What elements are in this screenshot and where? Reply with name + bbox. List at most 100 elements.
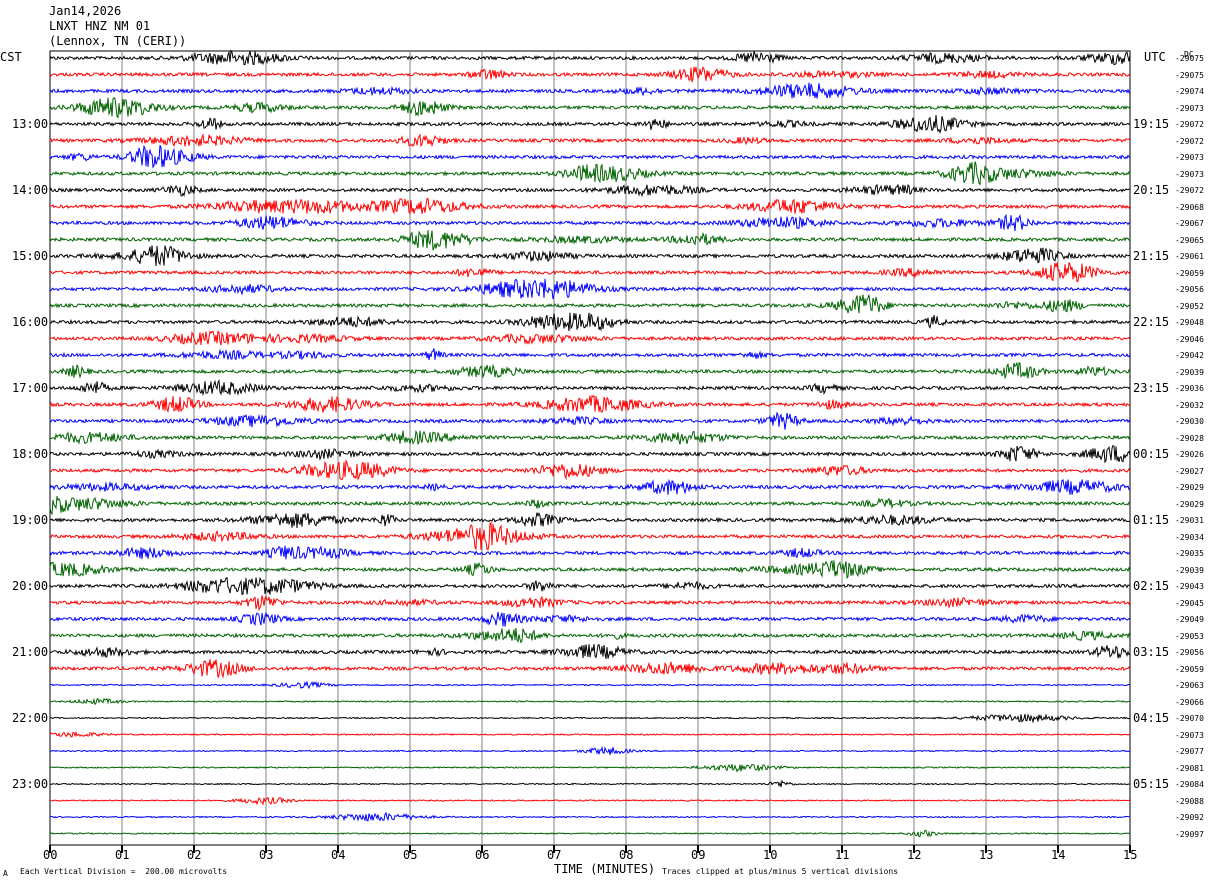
trace-blue (49, 545, 1131, 560)
dc-offset-label: -29063 (1175, 681, 1204, 690)
x-tick-label: 14 (1051, 848, 1066, 862)
left-hour-label: 16:00 (12, 315, 49, 329)
right-hour-label: 00:15 (1133, 447, 1170, 461)
left-hour-label: 20:00 (12, 579, 49, 593)
x-tick-label: 03 (259, 848, 274, 862)
dc-offset-label: -29088 (1175, 796, 1204, 806)
dc-offset-label: -29048 (1175, 318, 1204, 327)
dc-offset-label: -29066 (1175, 697, 1204, 707)
dc-offset-label: -29072 (1175, 136, 1204, 146)
dc-offset-label: -29026 (1175, 450, 1204, 459)
plot-date: Jan14,2026 (49, 4, 122, 18)
dc-offset-label: -29045 (1175, 598, 1204, 608)
trace-blue (49, 348, 1131, 361)
x-tick-label: 11 (835, 848, 850, 862)
left-hour-label: 17:00 (12, 381, 49, 395)
dc-offset-label: -29074 (1175, 87, 1204, 96)
trace-blue (49, 680, 1131, 690)
trace-black (49, 444, 1131, 464)
trace-green (49, 763, 1131, 773)
dc-offset-label: -29061 (1175, 252, 1204, 261)
left-hour-label: 23:00 (12, 777, 49, 791)
dc-offset-label: -29067 (1175, 219, 1204, 228)
dc-offset-label: -29049 (1175, 615, 1204, 624)
dc-offset-label: -29035 (1175, 549, 1204, 558)
x-axis-title: TIME (MINUTES) (554, 862, 656, 876)
trace-green (49, 697, 1131, 706)
x-tick-label: 10 (763, 848, 778, 862)
left-hour-label: 21:00 (12, 645, 49, 659)
dc-offset-label: -29073 (1175, 730, 1204, 740)
dc-offset-label: -29046 (1175, 334, 1204, 344)
dc-offset-label: -29053 (1175, 631, 1204, 641)
dc-offset-label: -29039 (1175, 367, 1204, 377)
trace-green (49, 97, 1131, 119)
dc-offset-label: -29059 (1175, 268, 1204, 278)
x-tick-label: 05 (403, 848, 418, 862)
trace-red (49, 730, 1131, 738)
trace-green (49, 362, 1131, 380)
trace-black (49, 511, 1131, 528)
x-tick-label: 04 (331, 848, 346, 862)
dc-offset-label: -29081 (1175, 763, 1204, 773)
station-code: LNXT HNZ NM 01 (49, 19, 151, 33)
trace-black (49, 49, 1131, 66)
plot-frame (49, 50, 1131, 846)
trace-black (49, 576, 1131, 595)
x-tick-label: 09 (691, 848, 706, 862)
x-tick-label: 07 (547, 848, 562, 862)
trace-blue (49, 82, 1131, 99)
trace-red (49, 659, 1131, 679)
trace-blue (49, 411, 1131, 430)
left-hour-label: 18:00 (12, 447, 49, 461)
dc-offset-label: -29056 (1175, 285, 1204, 294)
trace-green (49, 230, 1131, 251)
trace-red (49, 459, 1131, 481)
trace-black (49, 184, 1131, 198)
trace-red (49, 330, 1131, 346)
trace-red (49, 395, 1131, 413)
dc-offset-label: -29073 (1175, 153, 1204, 162)
trace-green (49, 294, 1131, 314)
trace-black (49, 114, 1131, 134)
dc-offset-label: -29030 (1175, 417, 1204, 426)
dc-offset-label: -29068 (1175, 202, 1204, 212)
trace-red (49, 133, 1131, 148)
dc-offset-label: -29075 (1175, 54, 1204, 63)
left-hour-label: 13:00 (12, 117, 49, 131)
trace-red (49, 796, 1131, 806)
trace-blue (49, 478, 1131, 495)
left-timezone-label: CST (0, 50, 22, 64)
dc-offset-label: -29070 (1175, 714, 1204, 723)
dc-offset-label: -29077 (1175, 747, 1204, 756)
right-hour-label: 19:15 (1133, 117, 1170, 131)
right-hour-label: 02:15 (1133, 579, 1170, 593)
trace-red (49, 197, 1131, 216)
trace-blue (49, 611, 1131, 627)
dc-offset-label: -29042 (1175, 351, 1204, 360)
corner-mark: A (3, 869, 8, 878)
x-tick-label: 02 (187, 848, 202, 862)
dc-offset-label: -29034 (1175, 532, 1204, 542)
dc-offset-label: -29032 (1175, 400, 1204, 410)
right-hour-label: 23:15 (1133, 381, 1170, 395)
dc-offset-label: -29043 (1175, 582, 1204, 591)
right-hour-label: 03:15 (1133, 645, 1170, 659)
station-location: (Lennox, TN (CERI)) (49, 34, 187, 48)
right-hour-label: 21:15 (1133, 249, 1170, 263)
dc-offset-label: -29027 (1175, 466, 1204, 476)
dc-offset-label: -29075 (1175, 70, 1204, 80)
trace-blue (49, 278, 1131, 300)
dc-offset-label: -29031 (1175, 516, 1204, 525)
right-hour-label: 04:15 (1133, 711, 1170, 725)
dc-offset-label: -29028 (1175, 433, 1204, 443)
trace-green (49, 161, 1131, 186)
scale-note: Each Vertical Division = 200.00 microvol… (20, 867, 228, 876)
trace-green (49, 627, 1131, 644)
dc-offset-label: -29072 (1175, 186, 1204, 195)
right-hour-label: 01:15 (1133, 513, 1170, 527)
dc-offset-label: -29056 (1175, 648, 1204, 657)
trace-black (49, 779, 1131, 788)
